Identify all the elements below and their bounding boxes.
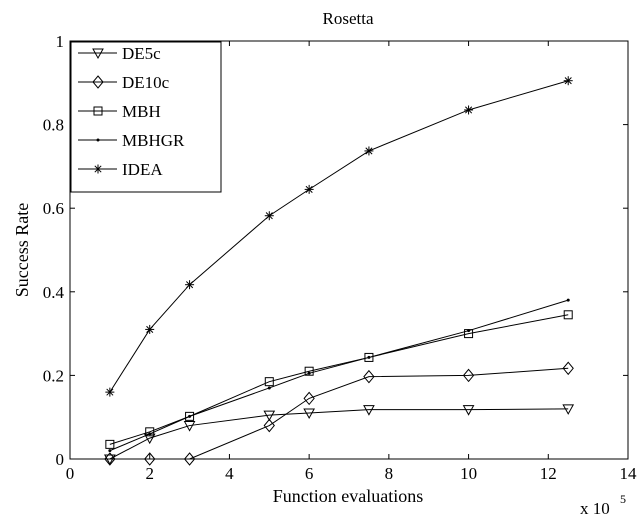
x-multiplier-exponent: 5	[620, 492, 626, 506]
plot-frame	[69, 40, 629, 460]
y-tick-label: 0	[56, 450, 65, 469]
data-point	[104, 452, 116, 466]
data-point	[563, 310, 573, 320]
y-tick-label: 0.4	[43, 283, 65, 302]
series-mbhgr	[108, 298, 570, 453]
y-axis-label: Success Rate	[12, 203, 32, 297]
data-point	[108, 449, 112, 453]
data-point	[105, 387, 115, 397]
series-line	[109, 367, 569, 460]
data-point	[462, 368, 475, 383]
data-point	[364, 352, 374, 362]
x-tick-label: 10	[460, 464, 477, 483]
plot-area	[69, 40, 629, 460]
legend-marker	[93, 164, 103, 174]
series-line	[109, 314, 569, 445]
x-tick-label: 4	[225, 464, 234, 483]
legend-label: MBHGR	[122, 131, 185, 150]
legend-marker	[92, 75, 104, 89]
data-point	[145, 324, 155, 334]
data-point	[307, 371, 311, 375]
series-layer	[104, 76, 575, 466]
y-tick-label: 0.6	[43, 199, 64, 218]
legend-label: DE5c	[122, 44, 161, 63]
data-point	[267, 386, 271, 390]
data-point	[105, 439, 115, 449]
series-line	[109, 408, 569, 460]
data-point	[304, 184, 314, 194]
x-axis-label: Function evaluations	[273, 486, 423, 506]
y-tick-label: 1	[56, 32, 65, 51]
data-point	[363, 405, 375, 416]
x-tick-label: 8	[385, 464, 394, 483]
data-point	[303, 391, 315, 406]
data-point	[464, 105, 474, 115]
data-point	[264, 211, 274, 221]
legend-item-idea: IDEA	[78, 160, 163, 179]
legend-label: DE10c	[122, 73, 170, 92]
series-de5c	[104, 404, 575, 466]
data-point	[304, 366, 314, 376]
legend-marker	[96, 138, 100, 142]
data-point	[148, 432, 152, 436]
legend-label: IDEA	[122, 160, 163, 179]
data-point	[144, 452, 156, 466]
x-axis: 0 2 4 6 8 10 12 14	[66, 41, 637, 483]
data-point	[566, 298, 570, 302]
chart-title: Rosetta	[323, 9, 374, 28]
x-tick-label: 14	[620, 464, 638, 483]
data-point	[364, 146, 374, 156]
data-point	[303, 408, 315, 420]
data-point	[363, 369, 375, 384]
series-idea	[105, 76, 573, 397]
series-line	[109, 80, 569, 393]
legend-item-de5c: DE5c	[78, 44, 161, 63]
x-tick-label: 12	[540, 464, 557, 483]
legend-label: MBH	[122, 102, 161, 121]
x-tick-label: 0	[66, 464, 75, 483]
legend-item-mbh: MBH	[78, 102, 161, 121]
data-point	[462, 405, 475, 416]
legend-marker	[92, 48, 104, 60]
y-tick-label: 0.2	[43, 366, 64, 385]
x-multiplier: x 10 5	[580, 492, 626, 518]
legend-marker	[93, 106, 103, 116]
data-point	[264, 377, 274, 387]
data-point	[185, 411, 195, 421]
data-point	[562, 404, 575, 415]
y-axis: 0 0.2 0.4 0.6 0.8 1	[43, 32, 628, 469]
x-tick-label: 2	[145, 464, 154, 483]
legend-item-mbhgr: MBHGR	[78, 131, 185, 150]
series-line	[109, 299, 569, 452]
data-point	[367, 355, 371, 359]
y-tick-label: 0.8	[43, 116, 64, 135]
data-point	[263, 418, 275, 433]
data-point	[185, 280, 195, 290]
series-de10c	[104, 361, 574, 466]
data-point	[562, 361, 574, 376]
data-point	[183, 452, 196, 466]
x-multiplier-base: x 10	[580, 499, 610, 518]
data-point	[563, 76, 573, 86]
legend: DE5c DE10c MBH MBHGR IDEA	[70, 41, 222, 193]
data-point	[263, 410, 276, 422]
x-tick-label: 6	[305, 464, 314, 483]
data-point	[188, 414, 192, 418]
data-point	[467, 329, 471, 333]
legend-item-de10c: DE10c	[78, 73, 170, 92]
data-point	[183, 421, 196, 432]
series-mbh	[105, 310, 573, 449]
